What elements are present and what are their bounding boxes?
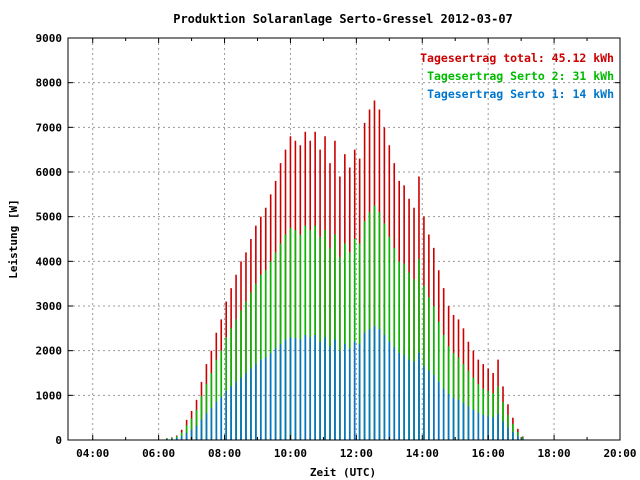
plot-frame bbox=[67, 37, 621, 441]
y-tick-label: 9000 bbox=[36, 32, 63, 45]
y-axis-label: Leistung [W] bbox=[7, 199, 20, 278]
x-axis-label: Zeit (UTC) bbox=[310, 466, 376, 479]
x-tick-label: 12:00 bbox=[340, 447, 373, 460]
x-tick-label: 06:00 bbox=[142, 447, 175, 460]
legend: Tagesertrag total: 45.12 kWh Tagesertrag … bbox=[420, 51, 614, 101]
y-tick-label: 3000 bbox=[36, 300, 63, 313]
x-tick-label: 10:00 bbox=[274, 447, 307, 460]
y-tick-label: 0 bbox=[55, 434, 62, 447]
y-tick-label: 4000 bbox=[36, 255, 63, 268]
y-tick-label: 2000 bbox=[36, 345, 63, 358]
chart-title: Produktion Solaranlage Serto-Gressel 201… bbox=[173, 12, 513, 26]
y-tick-label: 5000 bbox=[36, 211, 63, 224]
x-tick-label: 18:00 bbox=[538, 447, 571, 460]
grid bbox=[68, 38, 620, 440]
y-tick-label: 1000 bbox=[36, 389, 63, 402]
bars bbox=[166, 100, 524, 440]
y-tick-label: 7000 bbox=[36, 121, 63, 134]
x-tick-label: 20:00 bbox=[603, 447, 636, 460]
y-tick-label: 8000 bbox=[36, 77, 63, 90]
legend-total: Tagesertrag total: 45.12 kWh bbox=[420, 51, 614, 65]
x-tick-label: 16:00 bbox=[472, 447, 505, 460]
x-tick-label: 04:00 bbox=[76, 447, 109, 460]
x-tick-label: 14:00 bbox=[406, 447, 439, 460]
legend-serto2: Tagesertrag Serto 2: 31 kWh bbox=[427, 69, 614, 83]
axes: 0 1000 2000 3000 4000 5000 6000 7000 8000 9000 04:… bbox=[36, 32, 637, 460]
x-tick-label: 08:00 bbox=[208, 447, 241, 460]
y-tick-label: 6000 bbox=[36, 166, 63, 179]
legend-serto1: Tagesertrag Serto 1: 14 kWh bbox=[427, 87, 614, 101]
